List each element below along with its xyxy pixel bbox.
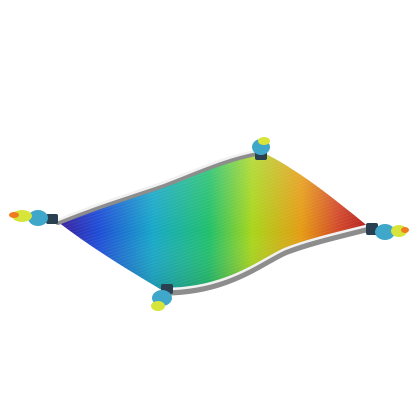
tassel-right: [366, 223, 409, 240]
carpet-weave-texture: [58, 152, 370, 292]
tassel-bottom: [151, 284, 173, 311]
carpet-trim-top: [55, 149, 265, 225]
tassel-top: [252, 137, 270, 160]
carpet-trim-bottom: [161, 224, 374, 296]
carpet-trim-bottom-highlight: [163, 223, 372, 291]
carpet-trim-top-highlight: [56, 148, 264, 222]
tassel-left: [9, 210, 58, 226]
